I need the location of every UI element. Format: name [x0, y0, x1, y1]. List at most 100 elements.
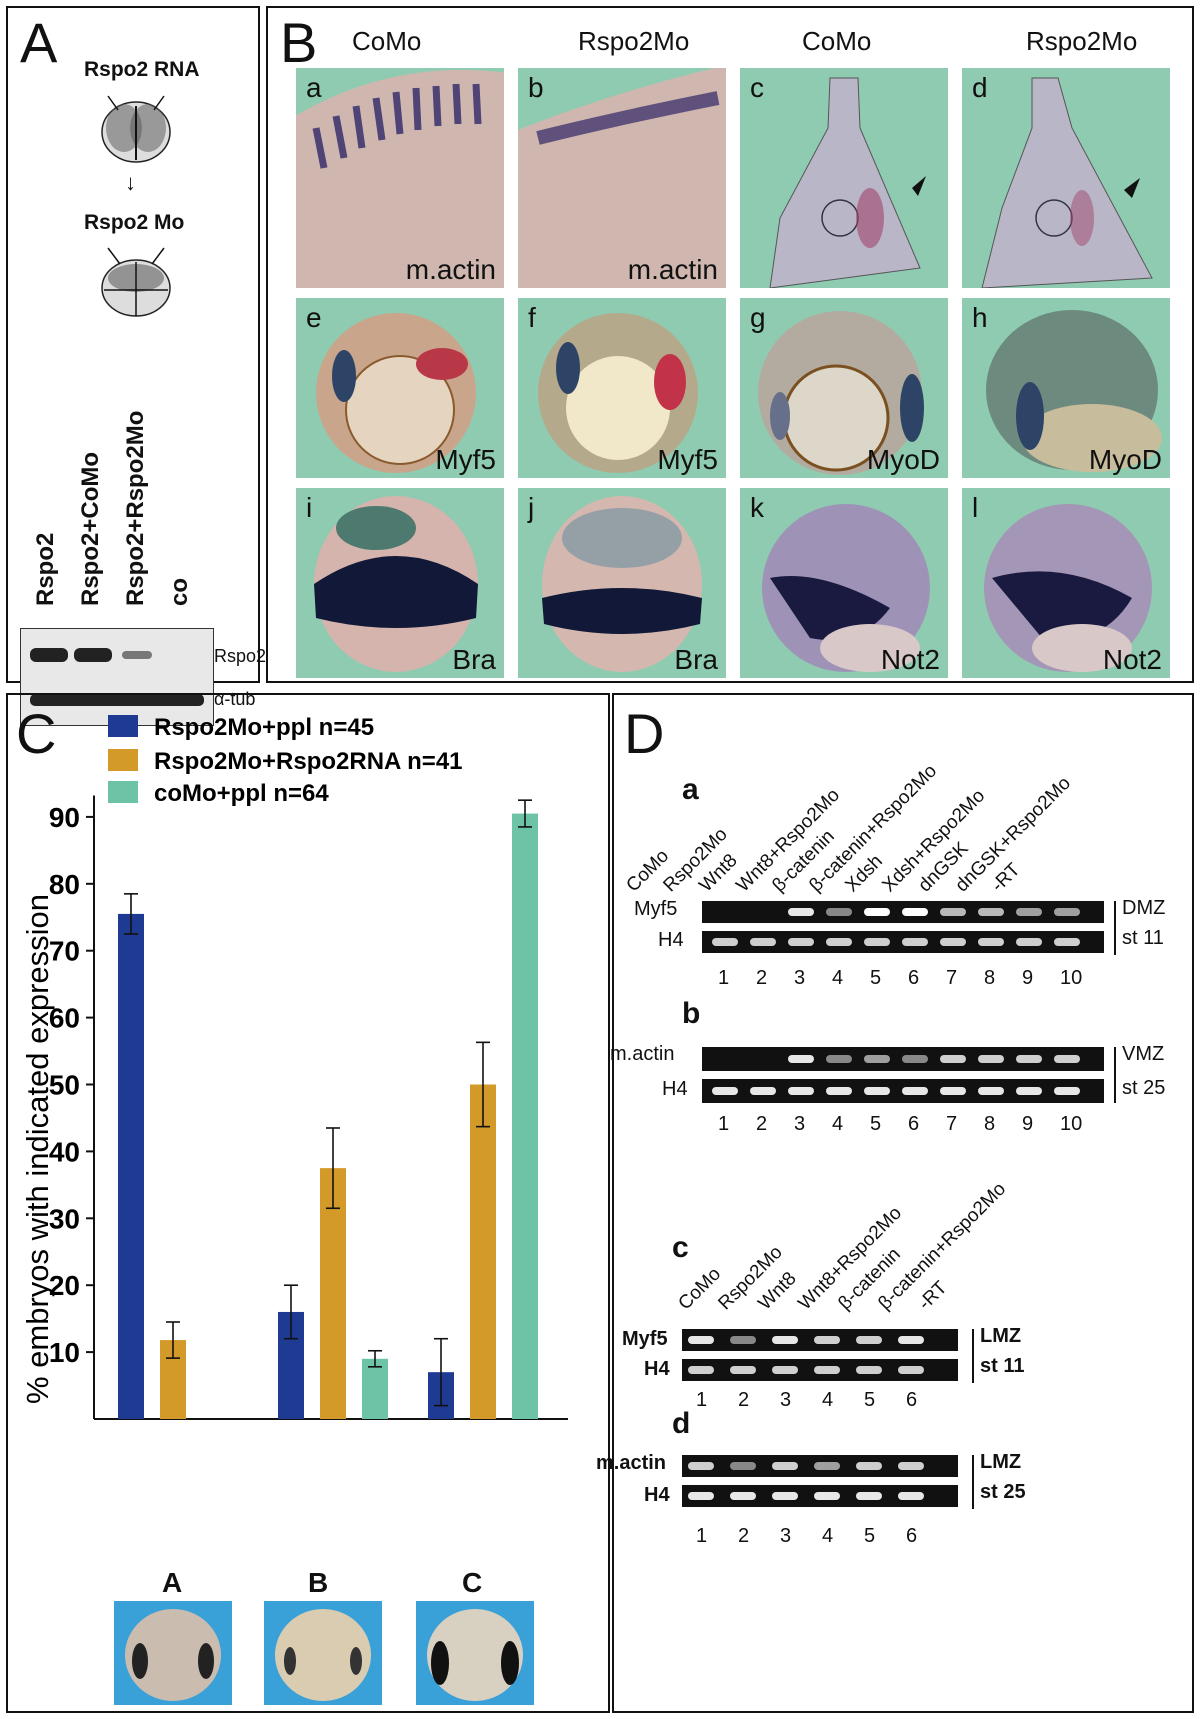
blot-band	[122, 651, 152, 659]
lane-number: 5	[870, 1113, 882, 1135]
legend-label: Rspo2Mo+ppl n=45	[154, 714, 374, 741]
embryo-image	[518, 68, 726, 288]
tile-marker: MyoD	[866, 444, 940, 475]
y-tick-label: 20	[49, 1270, 80, 1301]
tile-letter: h	[972, 302, 988, 333]
tile-marker: Myf5	[657, 444, 718, 475]
row-label: Myf5	[634, 898, 678, 920]
lane-label: Rspo2	[32, 532, 59, 606]
panel-c: C 10 20 30 40 50 60 70 80 90 % embryos with indic…	[6, 693, 610, 1713]
side-label: DMZ	[1122, 897, 1166, 919]
lane-number: 5	[864, 1389, 876, 1411]
image-tile-d: d	[962, 68, 1170, 288]
lane-number: 10	[1060, 967, 1083, 989]
legend-swatch	[108, 715, 138, 737]
gel-band	[1054, 938, 1080, 946]
legend-swatch	[108, 781, 138, 803]
embryo-morpholino-illustration	[101, 247, 171, 317]
embryo-label-b: B	[308, 1567, 329, 1598]
gel-band	[898, 1492, 924, 1500]
embryo-label-c: C	[462, 1567, 483, 1598]
image-tile-l: l Not2	[962, 488, 1170, 678]
row-label: m.actin	[596, 1452, 667, 1474]
gel-band	[814, 1462, 840, 1470]
tile-letter: g	[750, 302, 766, 333]
side-label: VMZ	[1122, 1043, 1165, 1065]
panel-d-letter: D	[624, 702, 665, 765]
embryo-image	[316, 313, 476, 473]
section-image	[981, 77, 1153, 288]
lane-number: 7	[946, 967, 958, 989]
lane-number: 1	[718, 1113, 730, 1135]
image-tile-g: g MyoD	[740, 298, 948, 478]
tile-marker: Bra	[674, 644, 718, 675]
tile-marker: Not2	[1102, 644, 1162, 675]
bar-chart: 10 20 30 40 50 60 70 80 90 % embryos with indicat…	[20, 714, 568, 1420]
gel-band	[1054, 908, 1080, 916]
gel-band	[864, 1055, 890, 1063]
down-arrow-icon: ↓	[125, 170, 136, 195]
legend-label: coMo+ppl n=64	[154, 780, 329, 807]
gel-band	[788, 908, 814, 916]
tile-letter: l	[972, 492, 979, 523]
embryo-image	[762, 504, 930, 672]
gel-band	[1054, 1087, 1080, 1095]
gel-band	[730, 1336, 756, 1344]
image-tile-i: i Bra	[296, 488, 504, 678]
column-header: CoMo	[352, 26, 422, 56]
y-tick-label: 70	[49, 936, 80, 967]
gel-band	[688, 1462, 714, 1470]
gel-band	[788, 938, 814, 946]
lane-number: 6	[906, 1389, 918, 1411]
y-tick-label: 40	[49, 1136, 80, 1167]
side-label: LMZ	[980, 1451, 1022, 1473]
gel-band	[856, 1462, 882, 1470]
embryo-image	[314, 496, 478, 672]
panel-c-letter: C	[16, 702, 57, 765]
embryo-image	[986, 310, 1162, 472]
gel-band	[864, 908, 890, 916]
gel-band	[814, 1336, 840, 1344]
gel-band	[688, 1492, 714, 1500]
gel-band	[712, 938, 738, 946]
subpanel-c-letter: c	[672, 1231, 689, 1264]
blot-label-rspo2: Rspo2	[214, 646, 267, 666]
subpanel-b-letter: b	[682, 997, 701, 1030]
gel-band	[1054, 1055, 1080, 1063]
lane-number: 2	[756, 1113, 768, 1135]
gel-band	[1016, 1055, 1042, 1063]
embryo-injection-illustration	[101, 95, 171, 163]
lane-label: CoMo	[674, 1263, 726, 1315]
gel-band	[772, 1462, 798, 1470]
lane-number: 5	[864, 1525, 876, 1547]
lane-number: 2	[738, 1389, 750, 1411]
gel-band	[826, 1087, 852, 1095]
lane-number: 4	[832, 1113, 844, 1135]
gel-band	[688, 1366, 714, 1374]
bracket	[1114, 1047, 1116, 1103]
embryo-thumbnail-b	[264, 1601, 382, 1705]
lane-number: 3	[780, 1389, 792, 1411]
gel-band	[772, 1366, 798, 1374]
lane-number: 1	[696, 1389, 708, 1411]
embryo-image	[758, 311, 924, 475]
bar	[362, 1358, 388, 1419]
image-tile-c: c	[740, 68, 948, 288]
gel-band	[864, 1087, 890, 1095]
tile-letter: j	[528, 492, 535, 523]
gel-band	[788, 1087, 814, 1095]
subpanel-d-letter: d	[672, 1407, 691, 1440]
embryo-thumbnail-c	[416, 1601, 534, 1705]
tile-marker: m.actin	[405, 254, 496, 285]
side-label: st 11	[980, 1355, 1025, 1377]
gel-band	[826, 938, 852, 946]
gel-band	[712, 1087, 738, 1095]
side-label: st 25	[980, 1481, 1026, 1503]
lane-number: 8	[984, 1113, 996, 1135]
lane-number: 7	[946, 1113, 958, 1135]
bar	[118, 913, 144, 1419]
section-image	[769, 77, 926, 288]
gel-band	[730, 1366, 756, 1374]
gel-band	[856, 1336, 882, 1344]
subpanel-a-letter: a	[682, 773, 699, 806]
